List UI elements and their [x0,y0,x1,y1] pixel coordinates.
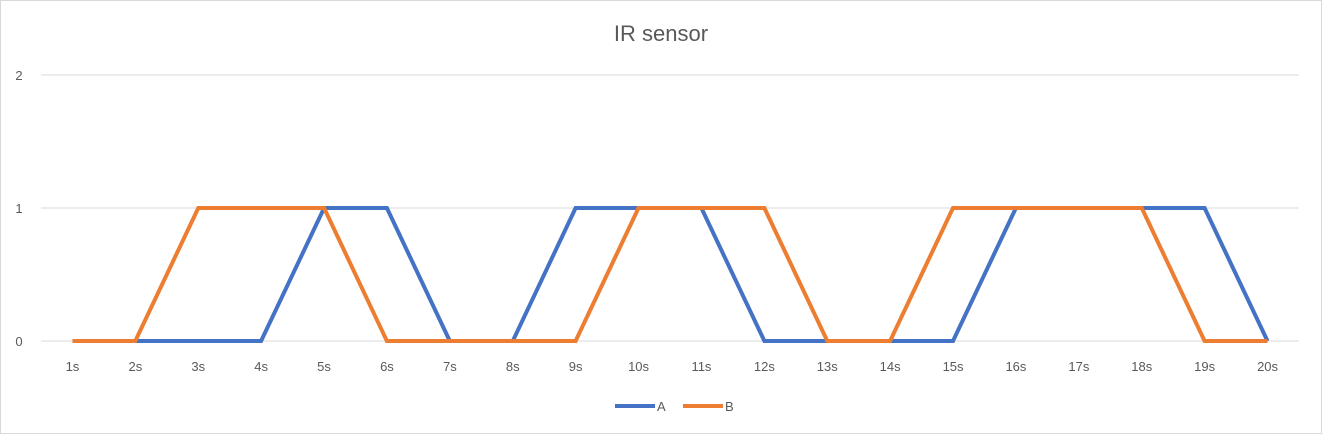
x-tick-label-11s: 11s [691,359,711,374]
legend-label-a: A [657,399,666,414]
x-tick-label-3s: 3s [191,359,205,374]
x-tick-label-10s: 10s [628,359,649,374]
series-line-b [72,206,1268,343]
y-tick-label-1: 1 [15,201,22,216]
y-tick-label-0: 0 [15,334,22,349]
x-tick-label-5s: 5s [317,359,331,374]
x-tick-label-7s: 7s [443,359,457,374]
x-tick-label-18s: 18s [1131,359,1152,374]
x-tick-label-16s: 16s [1005,359,1026,374]
x-tick-label-12s: 12s [754,359,775,374]
x-tick-label-1s: 1s [66,359,80,374]
x-tick-label-14s: 14s [880,359,901,374]
x-tick-label-6s: 6s [380,359,394,374]
x-tick-label-13s: 13s [817,359,838,374]
x-tick-label-15s: 15s [943,359,964,374]
x-tick-label-19s: 19s [1194,359,1215,374]
chart-title: IR sensor [613,21,709,46]
y-tick-label-2: 2 [15,68,22,83]
x-tick-label-20s: 20s [1257,359,1278,374]
x-tick-label-9s: 9s [569,359,583,374]
x-tick-label-8s: 8s [506,359,520,374]
x-tick-label-17s: 17s [1068,359,1089,374]
legend-label-b: B [725,399,734,414]
x-tick-label-2s: 2s [128,359,142,374]
x-tick-label-4s: 4s [254,359,268,374]
series-line-a [72,206,1270,343]
